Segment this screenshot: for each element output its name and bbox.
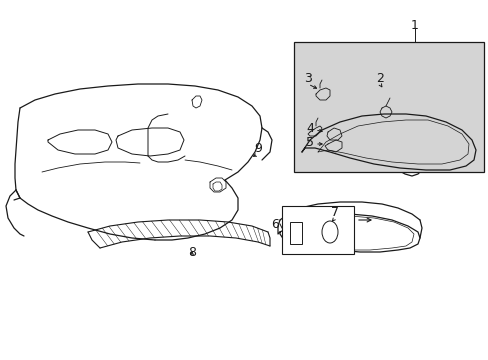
Text: 7: 7 bbox=[330, 206, 338, 219]
Text: 5: 5 bbox=[305, 135, 313, 149]
Text: 2: 2 bbox=[375, 72, 383, 85]
Text: 8: 8 bbox=[187, 246, 196, 258]
Bar bbox=[282, 206, 353, 254]
Text: 4: 4 bbox=[305, 122, 313, 135]
Text: 6: 6 bbox=[270, 217, 279, 230]
Ellipse shape bbox=[321, 221, 337, 243]
Text: 9: 9 bbox=[254, 141, 262, 154]
Bar bbox=[289, 222, 302, 244]
Bar bbox=[293, 42, 483, 172]
Text: 3: 3 bbox=[304, 72, 311, 85]
Text: 1: 1 bbox=[410, 18, 418, 32]
